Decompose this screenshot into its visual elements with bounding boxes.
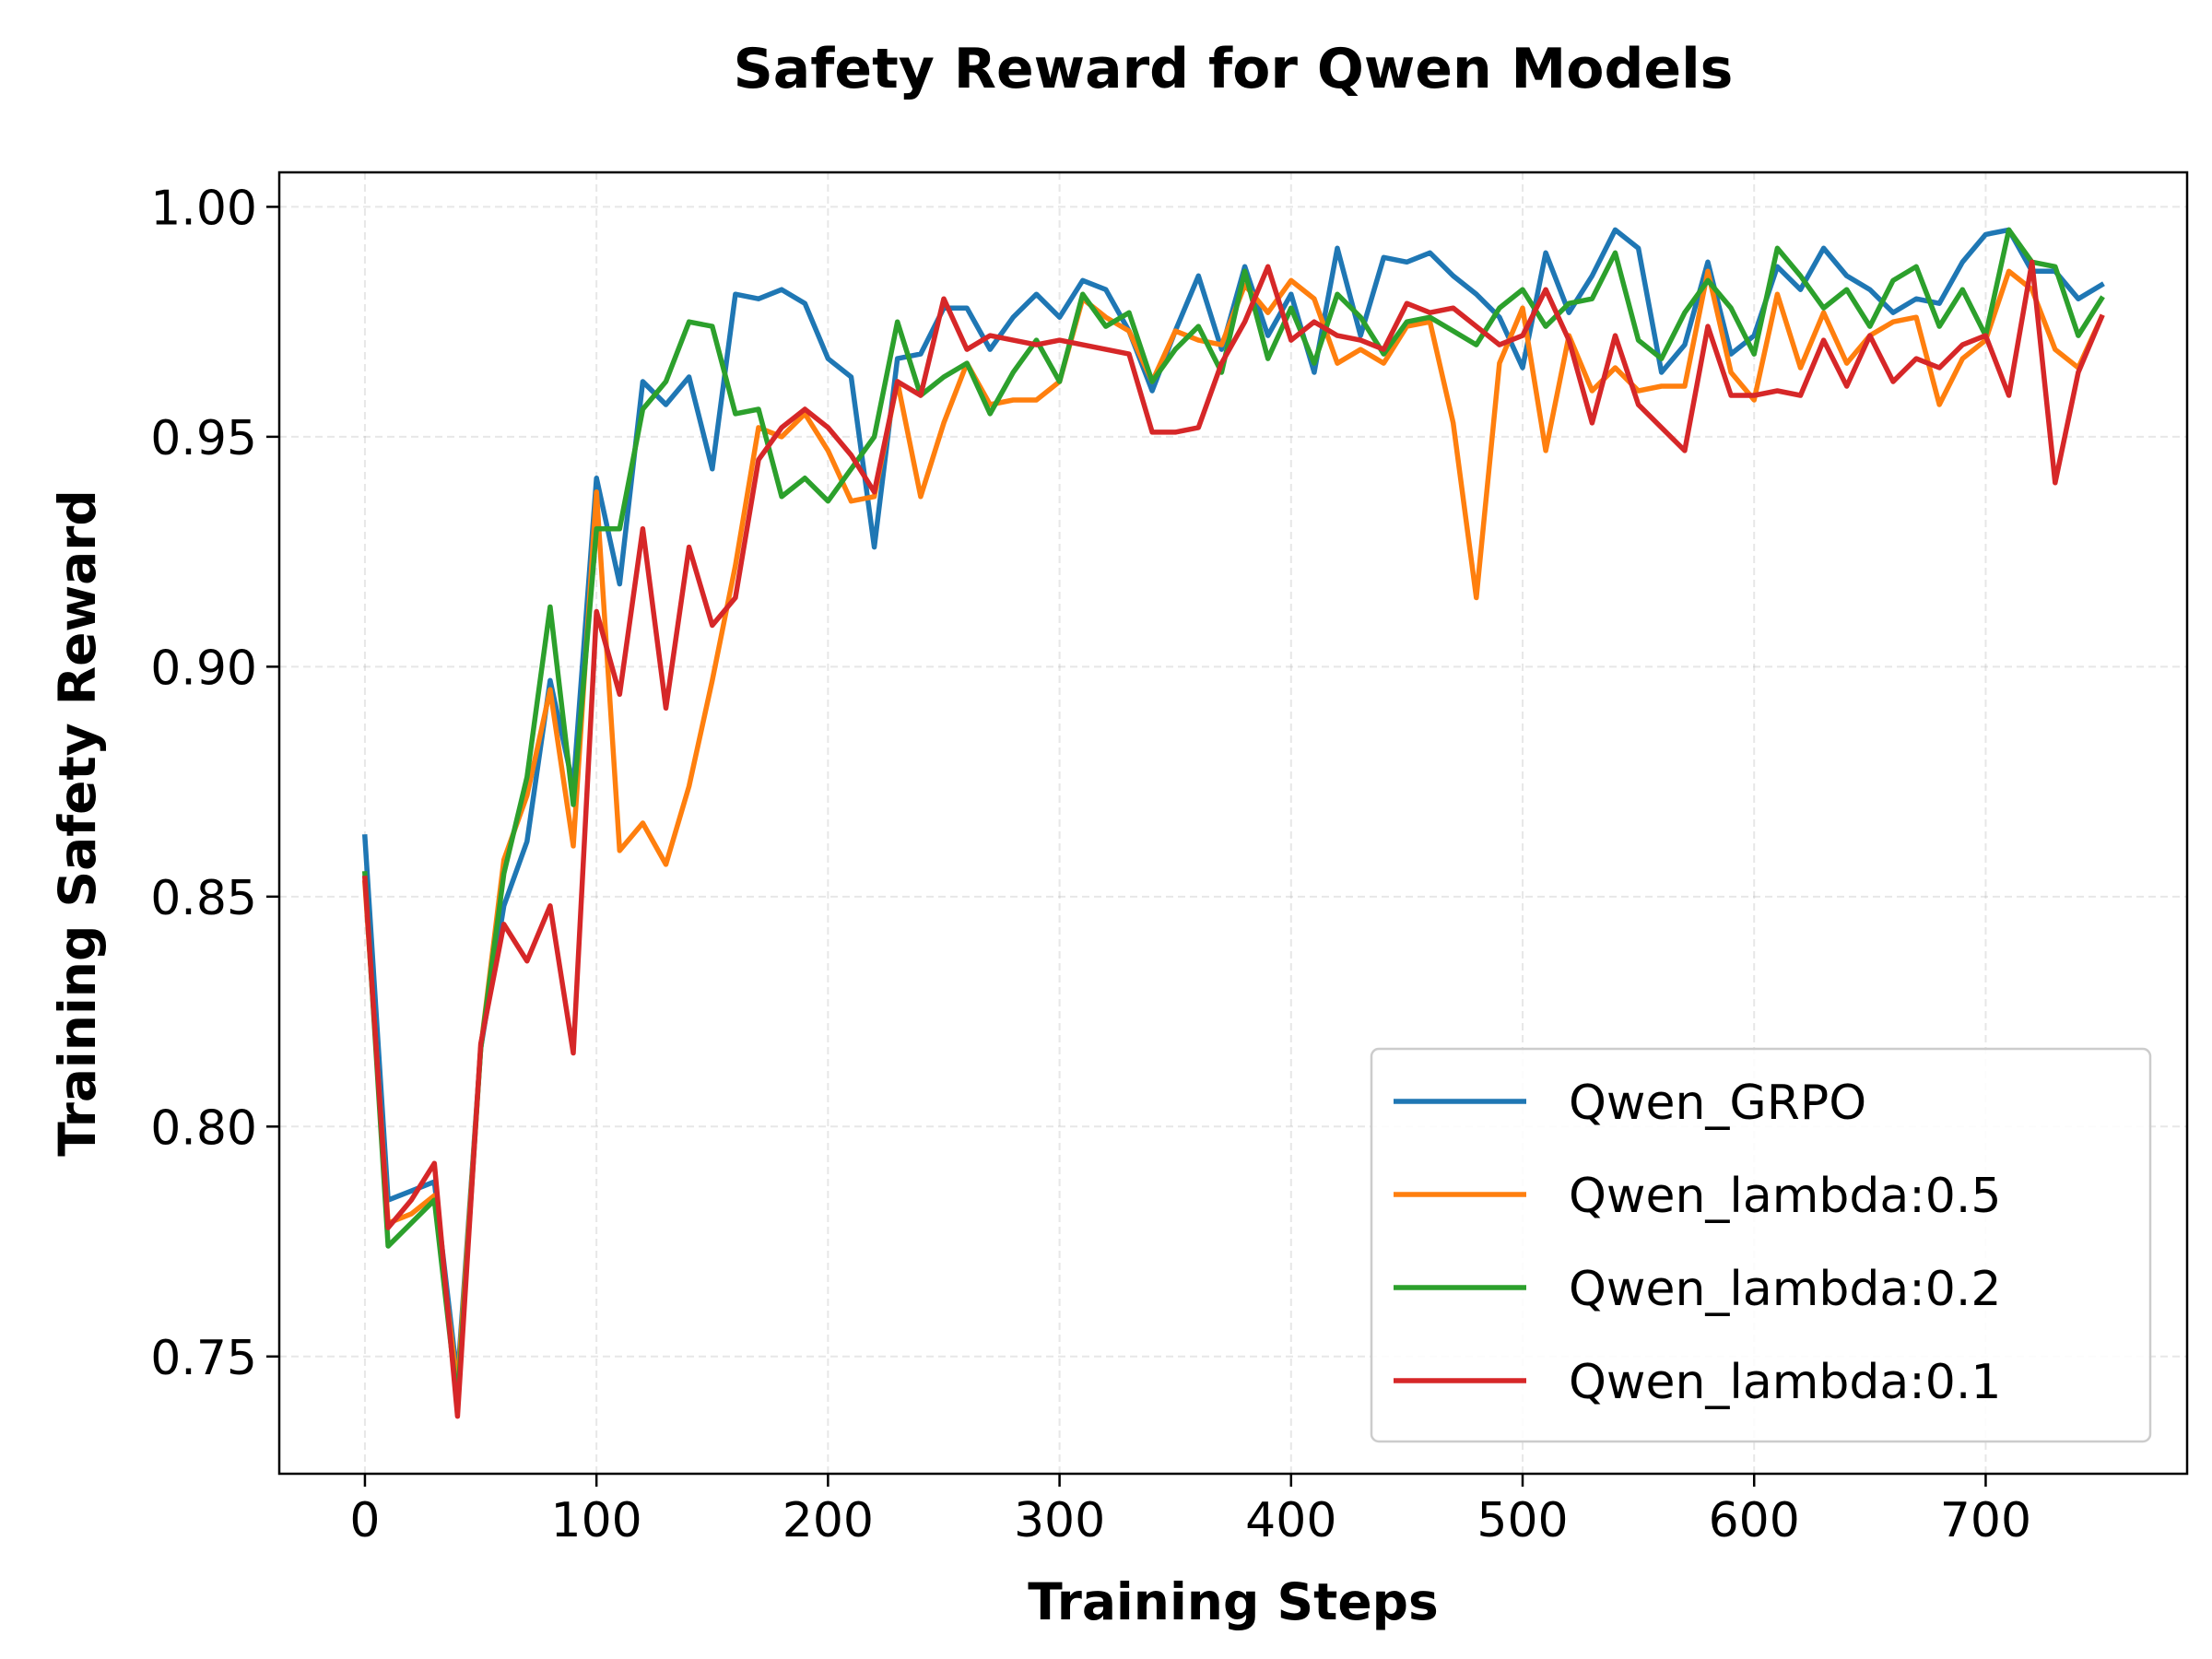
x-tick-label: 400 — [1245, 1493, 1336, 1548]
legend-label: Qwen_lambda:0.2 — [1569, 1262, 2001, 1317]
y-tick-label: 0.85 — [150, 871, 257, 926]
series-line-qwen-lambda-0-1 — [361, 259, 2105, 1419]
plot-frame — [277, 171, 2189, 1476]
legend-label: Qwen_GRPO — [1569, 1076, 1866, 1131]
x-tick-label: 600 — [1709, 1493, 1800, 1548]
series-line-qwen-lambda-0-2 — [361, 227, 2105, 1406]
legend-box — [1370, 1047, 2152, 1443]
y-tick-label: 0.75 — [150, 1331, 257, 1386]
y-tick-label: 0.95 — [150, 411, 257, 466]
y-tick-label: 0.80 — [150, 1100, 257, 1156]
ticks: 0 100 200 300 400 500 600 700 0.75 0.80 0.85 0.90 0.… — [150, 181, 2031, 1548]
y-tick-label: 1.00 — [150, 181, 257, 236]
y-tick-label: 0.90 — [150, 641, 257, 696]
x-tick-label: 100 — [551, 1493, 642, 1548]
legend-label: Qwen_lambda:0.1 — [1569, 1355, 2001, 1410]
legend: Qwen_GRPO Qwen_lambda:0.5 Qwen_lambda:0.2 Q… — [1370, 1047, 2152, 1443]
legend-label: Qwen_lambda:0.5 — [1569, 1169, 2001, 1224]
x-tick-label: 0 — [349, 1493, 380, 1548]
x-tick-label: 200 — [782, 1493, 874, 1548]
x-tick-label: 700 — [1940, 1493, 2031, 1548]
x-tick-label: 500 — [1477, 1493, 1568, 1548]
chart-title: Safety Reward for Qwen Models — [734, 37, 1734, 101]
series-layer — [361, 227, 2105, 1419]
y-axis-label: Training Safety Reward — [48, 489, 107, 1157]
x-tick-label: 300 — [1014, 1493, 1105, 1548]
x-axis-label: Training Steps — [1028, 1572, 1439, 1631]
grid — [279, 172, 2187, 1474]
